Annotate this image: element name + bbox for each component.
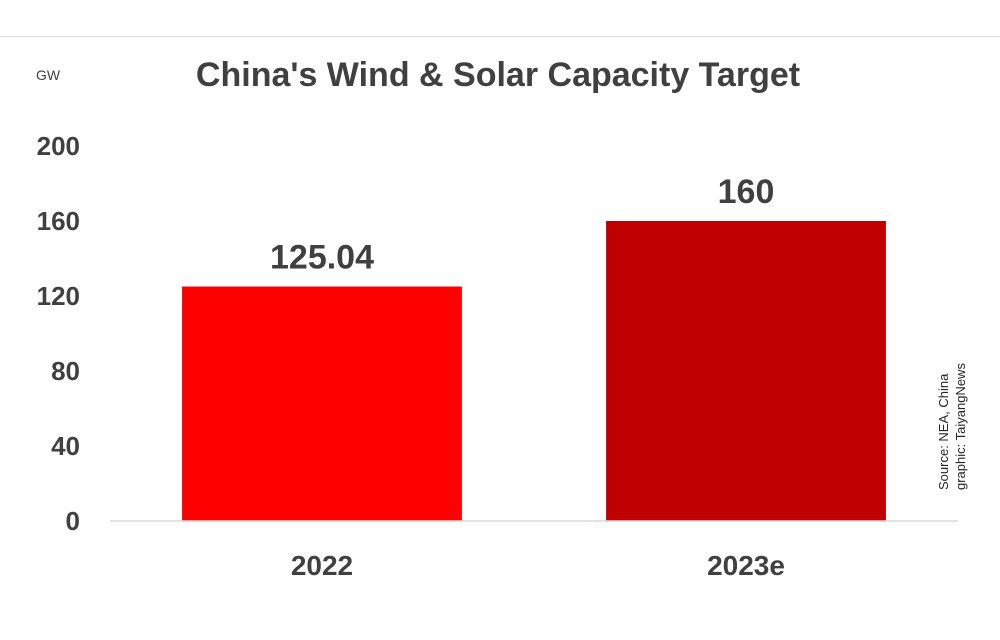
top-divider	[0, 36, 1000, 37]
category-labels: 2022 2023e	[291, 550, 785, 581]
data-label: 125.04	[270, 239, 374, 277]
y-axis-ticks: 0 40 80 120 160 200	[37, 131, 80, 536]
bars	[182, 221, 886, 521]
source-line-2: graphic: TaiyangNews	[953, 363, 968, 490]
category-label: 2023e	[707, 550, 785, 581]
bar	[182, 286, 462, 521]
y-tick-label: 160	[37, 206, 80, 236]
unit-label: GW	[36, 67, 61, 83]
category-label: 2022	[291, 550, 353, 581]
data-labels: 125.04 160	[270, 173, 774, 277]
source-line-1: Source: NEA, China	[936, 373, 951, 490]
chart-title: China's Wind & Solar Capacity Target	[196, 56, 800, 94]
y-tick-label: 200	[37, 131, 80, 161]
y-tick-label: 80	[51, 356, 80, 386]
source-note: Source: NEA, China graphic: TaiyangNews	[936, 363, 968, 490]
bar	[606, 221, 886, 521]
y-tick-label: 0	[66, 506, 80, 536]
data-label: 160	[718, 173, 775, 211]
y-tick-label: 40	[51, 431, 80, 461]
y-tick-label: 120	[37, 281, 80, 311]
